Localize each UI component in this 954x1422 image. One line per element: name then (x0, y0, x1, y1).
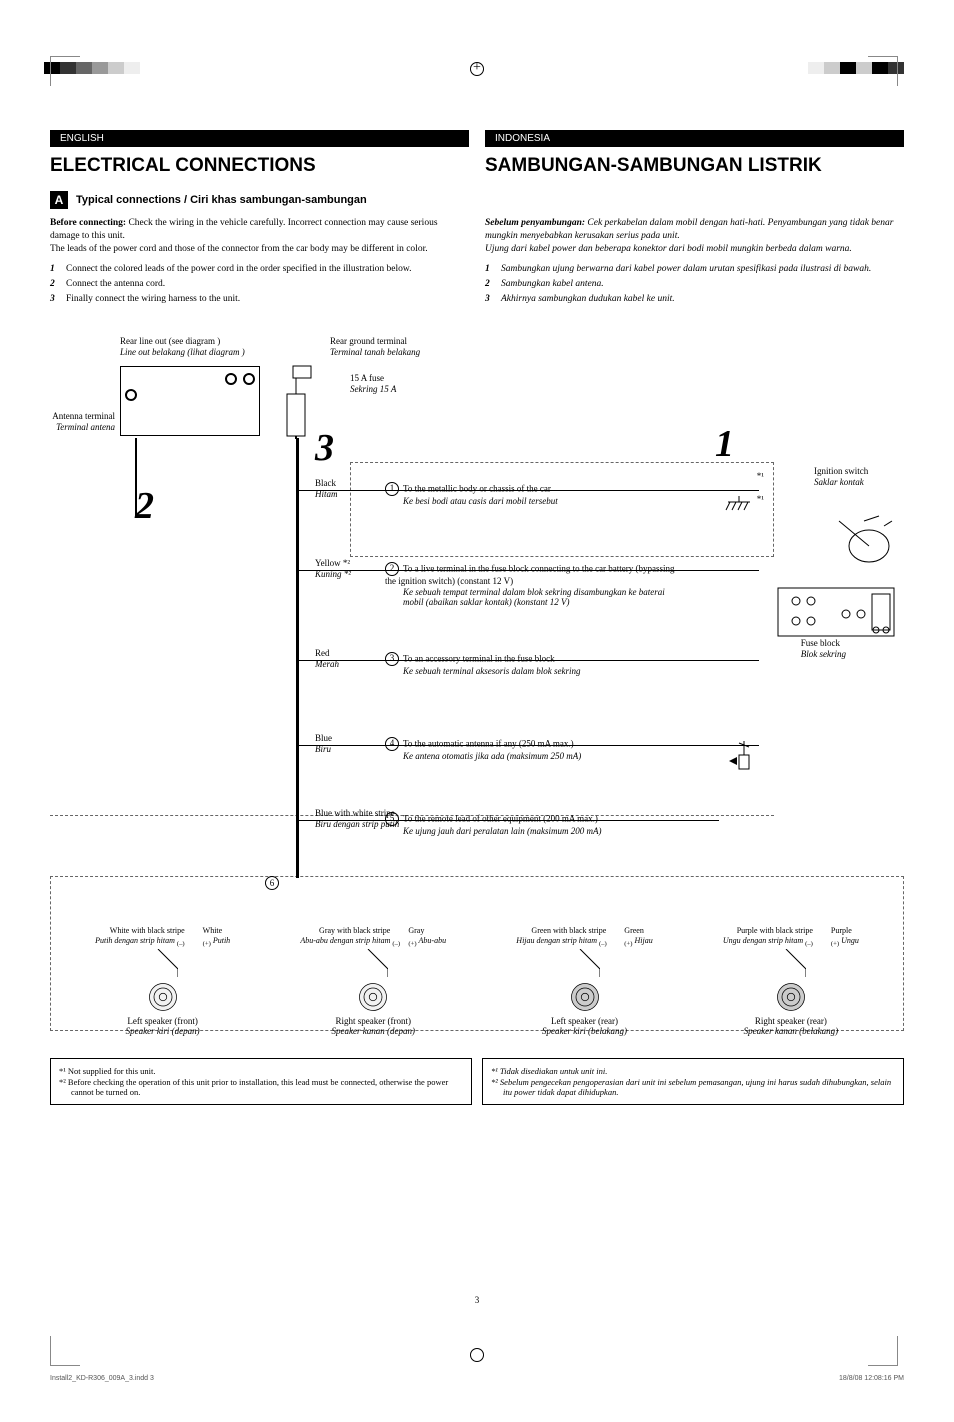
speaker-item: Purple with black stripeUngu dengan stri… (723, 926, 859, 1036)
section-heading: A Typical connections / Ciri khas sambun… (50, 191, 469, 209)
fuse-block-icon (776, 586, 896, 646)
language-columns: ENGLISH ELECTRICAL CONNECTIONS A Typical… (50, 130, 904, 308)
crop-mark (50, 1336, 80, 1366)
lang-bar-indonesia: INDONESIA (485, 130, 904, 147)
footnotes-indonesia: *¹ Tidak disediakan untuk unit ini. *² S… (482, 1058, 904, 1105)
wire-description: 2To a live terminal in the fuse block co… (385, 562, 675, 608)
lang-bar-english: ENGLISH (50, 130, 469, 147)
page-number: 3 (50, 1295, 904, 1305)
head-unit-icon (120, 366, 260, 436)
footnotes-english: *¹ Not supplied for this unit. *² Before… (50, 1058, 472, 1105)
step-number-3: 3 (315, 426, 334, 470)
section-title: Typical connections / Ciri khas sambunga… (76, 194, 367, 206)
footnotes: *¹ Not supplied for this unit. *² Before… (50, 1058, 904, 1105)
intro-english: Before connecting: Check the wiring in t… (50, 217, 469, 306)
ignition-key-icon (824, 511, 894, 571)
register-target-icon (470, 62, 484, 76)
circled-6: 6 (265, 876, 283, 890)
wire-color-label: BlackHitam (315, 478, 338, 500)
footer-metadata: Install2_KD-R306_009A_3.indd 3 18/8/08 1… (50, 1375, 904, 1382)
step-number-2: 2 (135, 484, 154, 528)
crop-mark (868, 1336, 898, 1366)
step-number-1: 1 (715, 422, 734, 466)
wire-color-label: RedMerah (315, 648, 339, 670)
wire-color-label: BlueBiru (315, 733, 332, 755)
speaker-item: Green with black stripeHijau dengan stri… (516, 926, 652, 1036)
wiring-diagram: Rear line out (see diagram ) Line out be… (50, 326, 904, 1046)
section-badge: A (50, 191, 68, 209)
crop-mark (868, 56, 898, 86)
intro-indonesia: Sebelum penyambungan: Cek perkabelan dal… (485, 217, 904, 306)
ground-symbol-icon (724, 496, 754, 516)
wire-description: 5To the remote lead of other equipment (… (385, 812, 675, 837)
title-indonesia: SAMBUNGAN-SAMBUNGAN LISTRIK (485, 155, 904, 177)
wire-color-label: Yellow *²Kuning *² (315, 558, 351, 580)
speaker-item: Gray with black stripeAbu-abu dengan str… (300, 926, 446, 1036)
wire-description: 1To the metallic body or chassis of the … (385, 482, 675, 507)
speaker-item: White with black stripePutih dengan stri… (95, 926, 230, 1036)
wire-description: 3To an accessory terminal in the fuse bl… (385, 652, 675, 677)
wire-description: 4To the automatic antenna if any (250 mA… (385, 737, 675, 762)
title-english: ELECTRICAL CONNECTIONS (50, 155, 469, 177)
crop-mark (50, 56, 80, 86)
